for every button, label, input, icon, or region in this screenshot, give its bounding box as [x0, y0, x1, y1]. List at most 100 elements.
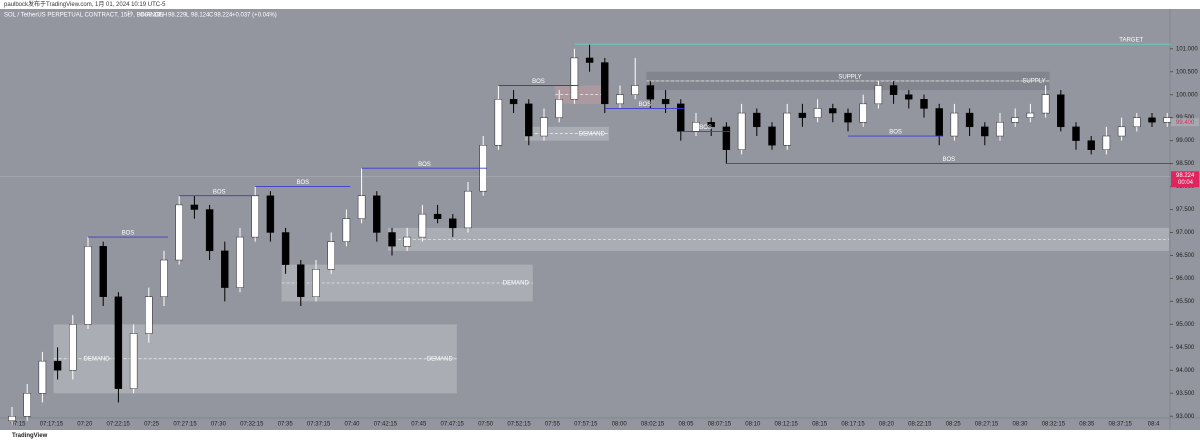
x-tick-label: 08:02:15 — [641, 422, 665, 428]
x-tick-label: 07:30 — [211, 422, 227, 428]
level-label: BOS — [532, 79, 545, 85]
x-tick-label: 08:15 — [812, 422, 828, 428]
y-tick-label: 94.500 — [1176, 345, 1195, 351]
x-tick-label: 08:25 — [946, 422, 962, 428]
candle-body — [965, 112, 974, 128]
symbol: SOL / TetherUS PERPETUAL CONTRACT, 15秒, … — [4, 11, 163, 19]
candle-body — [464, 190, 472, 229]
candle-body — [373, 195, 381, 233]
candle-body — [525, 103, 533, 137]
candle-body — [616, 94, 624, 105]
candle-body — [1117, 126, 1126, 137]
y-tick-label: 100.000 — [1176, 92, 1198, 98]
last-price-box — [1171, 171, 1199, 188]
level-label: BOS — [638, 102, 651, 108]
candle-body — [631, 85, 639, 95]
candle-body — [23, 393, 31, 417]
candle-body — [327, 241, 335, 270]
candle-body — [342, 218, 351, 242]
candle-body — [1133, 117, 1141, 128]
y-tick-label: 93.000 — [1176, 414, 1195, 420]
candle-body — [403, 236, 411, 247]
x-tick-label: 07:35 — [278, 422, 294, 428]
candle-body — [8, 416, 16, 422]
candle-body — [1041, 94, 1050, 114]
ohlc-value: 98.185 — [145, 13, 164, 19]
candle-body — [555, 99, 563, 118]
y-tick-label: 97.500 — [1176, 207, 1195, 213]
candle-body — [1148, 117, 1156, 123]
x-tick-label: 08:07:15 — [708, 422, 732, 428]
x-tick-label: 07:52:15 — [507, 422, 531, 428]
candle-body — [1072, 126, 1080, 141]
x-tick-label: 08:17:15 — [841, 422, 865, 428]
zone-label: SUPPLY — [1022, 78, 1045, 84]
candle-body — [585, 57, 594, 63]
zone-label: DEMAND — [579, 131, 606, 137]
candle-body — [540, 117, 548, 137]
candle-body — [601, 62, 609, 105]
x-tick-label: 08:22:15 — [908, 422, 932, 428]
y-tick-label: 97.000 — [1176, 230, 1195, 236]
candle-body — [798, 112, 807, 118]
y-tick-label: 96.000 — [1176, 276, 1195, 282]
x-tick-label: 07:42:15 — [374, 422, 398, 428]
candle-body — [99, 246, 107, 297]
candle-body — [509, 99, 518, 105]
candle-body — [418, 213, 427, 238]
candle-body — [859, 103, 867, 123]
marked-price-label: 99.400 — [1176, 120, 1195, 126]
x-tick-label: 07:45 — [411, 422, 427, 428]
x-tick-label: 07:20 — [77, 422, 93, 428]
x-tick-label: 08:32:15 — [1042, 422, 1066, 428]
last-price-label: 98.224 — [1176, 173, 1195, 179]
candle-body — [251, 195, 259, 238]
candle-body — [1057, 94, 1065, 128]
marked-price-box — [1171, 118, 1199, 127]
candle-body — [677, 103, 685, 132]
x-tick-label: 07:25 — [144, 422, 160, 428]
x-tick-label: 08:10 — [745, 422, 761, 428]
countdown: 00:04 — [1178, 180, 1194, 186]
level-label: BOS — [699, 125, 712, 131]
ohlc-key: C — [209, 13, 214, 19]
ohlc-key: H — [163, 13, 167, 19]
y-tick-label: 99.000 — [1176, 138, 1195, 144]
candle-body — [661, 99, 670, 105]
x-tick-label: 08:20 — [879, 422, 895, 428]
candle-body — [357, 195, 366, 219]
candle-body — [813, 108, 822, 118]
candle-body — [889, 85, 898, 95]
x-tick-label: 07:15 — [10, 422, 26, 428]
candle-body — [53, 360, 62, 371]
candle-body — [129, 333, 138, 389]
y-tick-label: 93.500 — [1176, 391, 1195, 397]
candle-body — [1026, 112, 1035, 118]
y-tick-label: 100.500 — [1176, 69, 1198, 75]
candle-body — [737, 112, 746, 151]
x-tick-label: 07:55 — [545, 422, 561, 428]
y-tick-label: 98.500 — [1176, 161, 1195, 167]
ohlc-legend: O 98.185 H 98.229 L 98.124 C 98.224 — [140, 13, 233, 19]
candle-body — [783, 112, 791, 146]
candle-body — [707, 122, 715, 128]
x-tick-label: 07:27:15 — [173, 422, 197, 428]
x-tick-label: 08:00 — [612, 422, 628, 428]
candle-body — [996, 122, 1004, 137]
level-label: BOS — [122, 231, 135, 237]
y-tick-label: 95.500 — [1176, 299, 1195, 305]
x-tick-label: 08:30 — [1012, 422, 1028, 428]
ohlc-key: O — [140, 13, 145, 19]
candle-body — [981, 126, 989, 137]
y-tick-label: 101.000 — [1176, 46, 1198, 52]
x-tick-label: 08:37:15 — [1109, 422, 1133, 428]
y-tick-label: 96.500 — [1176, 253, 1195, 259]
x-tick-label: 08:4 — [1148, 422, 1160, 428]
candle-body — [920, 99, 928, 109]
candle-body — [753, 112, 761, 128]
level-label: BOS — [889, 130, 902, 136]
candle-body — [570, 57, 579, 100]
change: +0.037 (+0.04%) — [232, 13, 277, 19]
candle-body — [175, 204, 183, 261]
